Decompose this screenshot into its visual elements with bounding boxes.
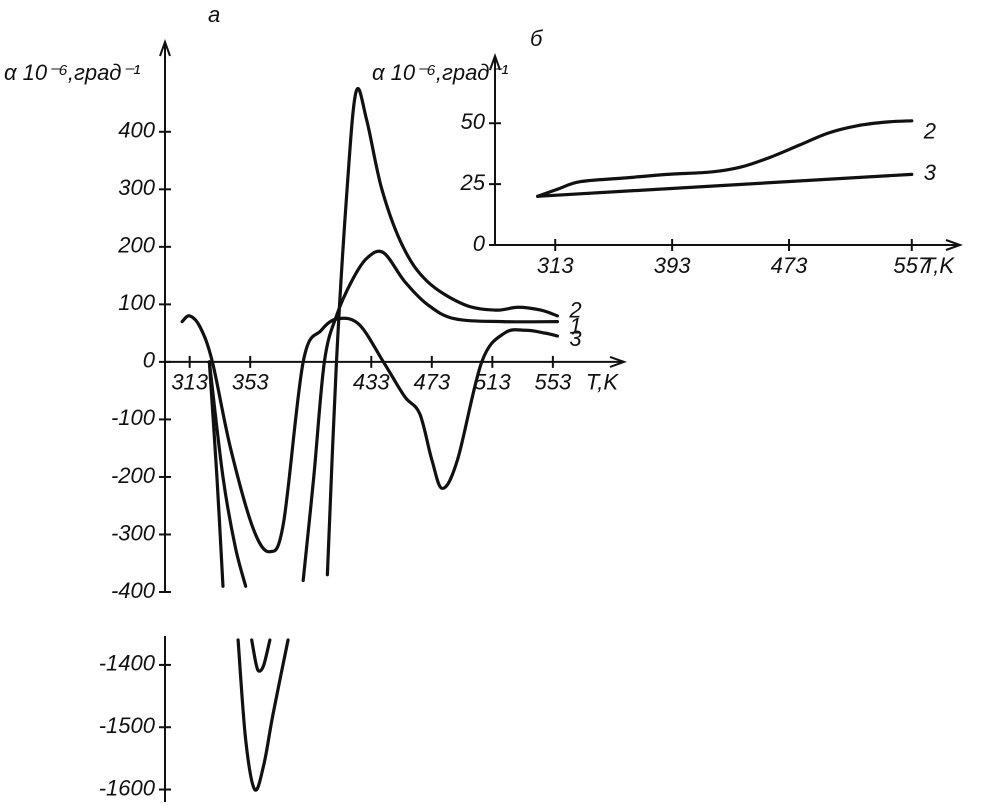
curve	[236, 638, 290, 792]
y-tick-label: -1500	[99, 713, 156, 738]
series-label: 2	[923, 119, 936, 144]
x-axis-arrow	[945, 239, 963, 251]
y-axis-label: α 10⁻⁶,град⁻¹	[372, 60, 508, 85]
x-tick-label: 433	[353, 370, 390, 395]
curve	[250, 638, 272, 673]
y-axis-arrow	[159, 39, 171, 57]
x-tick-label: 553	[535, 370, 572, 395]
y-tick-label: 50	[461, 109, 486, 134]
panel-title: а	[208, 2, 220, 27]
x-tick-label: 393	[654, 253, 691, 278]
curve	[180, 314, 560, 554]
y-tick-label: 300	[118, 175, 155, 200]
series-label: 3	[924, 160, 937, 185]
x-axis-label: T,K	[586, 370, 620, 395]
series-label: 2	[568, 297, 581, 322]
y-tick-label: -1400	[99, 651, 156, 676]
x-tick-label: 557	[893, 253, 930, 278]
series-label: 1	[569, 314, 581, 339]
y-tick-label: -200	[111, 463, 156, 488]
x-tick-label: 513	[474, 370, 511, 395]
curve	[207, 249, 560, 588]
y-tick-label: 400	[118, 118, 155, 143]
y-tick-label: 100	[118, 290, 155, 315]
y-tick-label: -300	[111, 520, 156, 545]
curve	[536, 119, 914, 198]
x-tick-label: 313	[537, 253, 574, 278]
y-axis-arrow	[489, 53, 501, 71]
x-tick-label: 473	[771, 253, 808, 278]
curve	[207, 87, 560, 588]
panel-title: б	[530, 26, 544, 51]
x-tick-label: 313	[171, 370, 208, 395]
x-axis-arrow	[609, 355, 627, 368]
y-tick-label: 0	[473, 231, 486, 256]
y-tick-label: -1600	[99, 775, 156, 800]
curve	[536, 172, 914, 198]
x-tick-label: 473	[413, 370, 450, 395]
y-tick-label: 200	[117, 233, 155, 258]
y-tick-label: -100	[111, 405, 156, 430]
x-axis-label: T,K	[922, 253, 956, 278]
y-tick-label: 0	[143, 348, 156, 373]
y-axis-label: α 10⁻⁶,град⁻¹	[4, 60, 140, 85]
y-tick-label: 25	[460, 170, 486, 195]
y-tick-label: -400	[111, 578, 156, 603]
x-tick-label: 353	[232, 370, 269, 395]
series-label: 3	[569, 326, 582, 351]
